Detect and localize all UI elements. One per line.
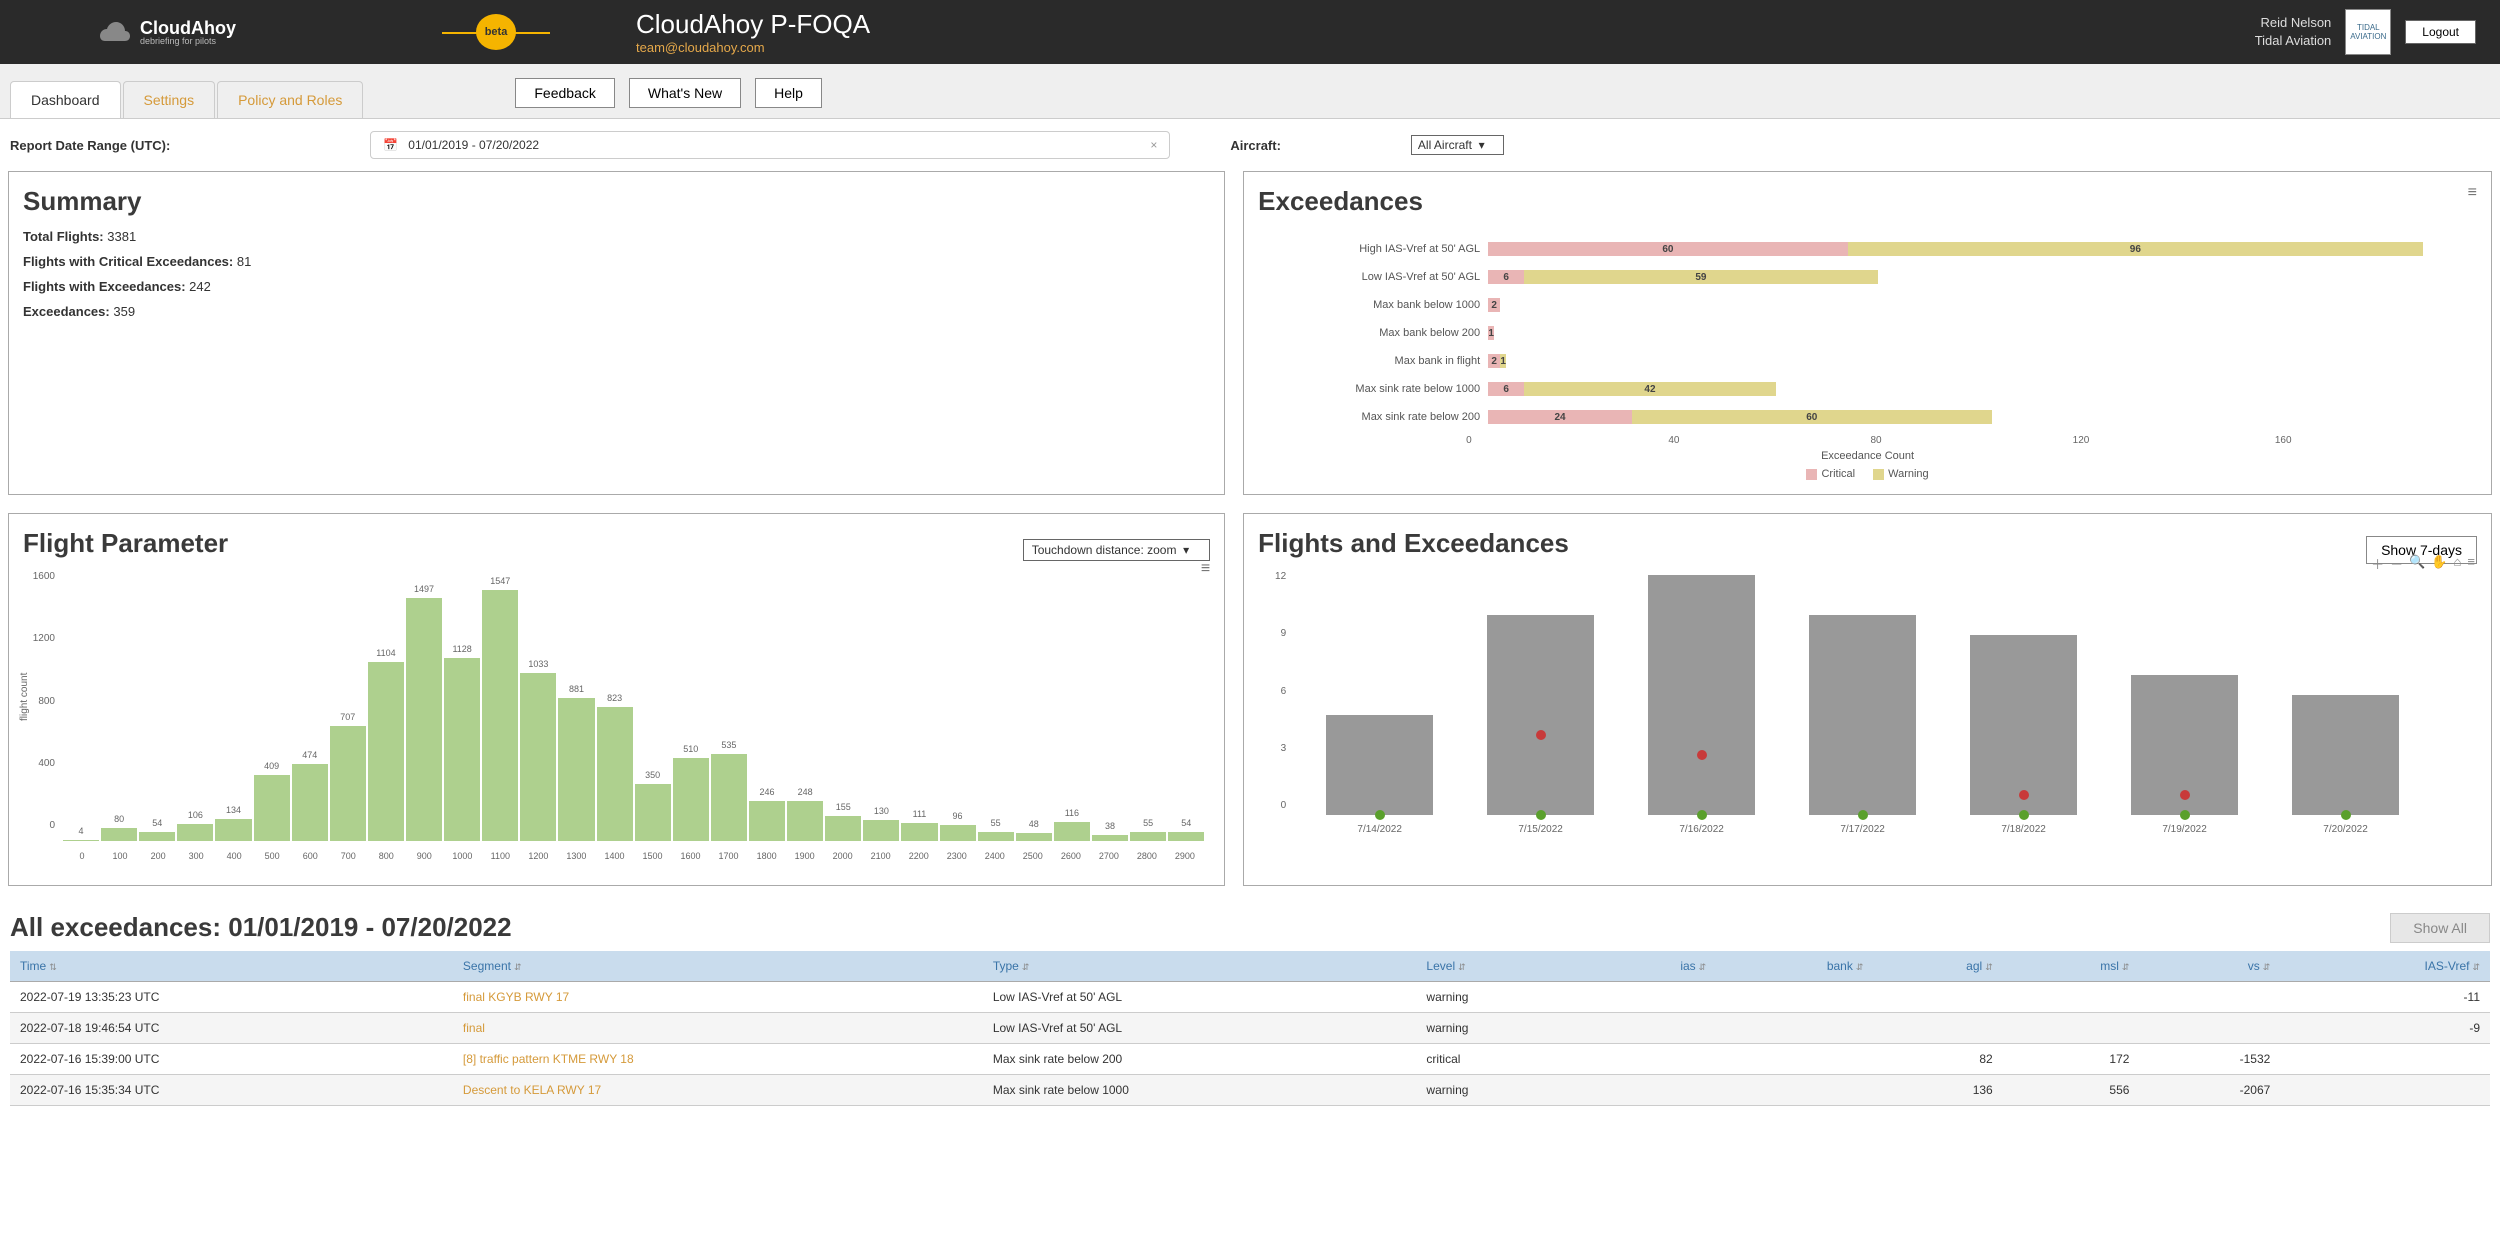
aircraft-select[interactable]: All Aircraft ▾ — [1411, 135, 1504, 155]
table-row[interactable]: 2022-07-16 15:35:34 UTCDescent to KELA R… — [10, 1075, 2490, 1106]
table-row[interactable]: 2022-07-16 15:39:00 UTC[8] traffic patte… — [10, 1044, 2490, 1075]
user-block: Reid Nelson Tidal Aviation — [2255, 14, 2332, 50]
exceedances-table: Time⇅ Segment⇵ Type⇵ Level⇵ ias⇵ bank⇵ a… — [10, 951, 2490, 1106]
tab-dashboard[interactable]: Dashboard — [10, 81, 121, 118]
col-time[interactable]: Time⇅ — [10, 951, 453, 982]
clear-date-icon[interactable]: × — [1150, 138, 1157, 152]
parameter-select[interactable]: Touchdown distance: zoom ▾ — [1023, 539, 1210, 561]
app-title-block: CloudAhoy P-FOQA team@cloudahoy.com — [636, 9, 870, 55]
col-level[interactable]: Level⇵ — [1416, 951, 1588, 982]
col-iasvref[interactable]: IAS-Vref⇵ — [2280, 951, 2490, 982]
flights-exceedances-panel: Flights and Exceedances Show 7-days ＋ － … — [1243, 513, 2492, 886]
col-type[interactable]: Type⇵ — [983, 951, 1417, 982]
panel-menu-icon[interactable]: ≡ — [2468, 184, 2477, 202]
topbar: CloudAhoy debriefing for pilots beta Clo… — [0, 0, 2500, 64]
flight-parameter-title: Flight Parameter — [23, 528, 228, 559]
col-agl[interactable]: agl⇵ — [1873, 951, 2002, 982]
table-row[interactable]: 2022-07-18 19:46:54 UTCfinalLow IAS-Vref… — [10, 1013, 2490, 1044]
partner-logo: TIDAL AVIATION — [2345, 9, 2391, 55]
help-button[interactable]: Help — [755, 78, 822, 108]
table-title: All exceedances: 01/01/2019 - 07/20/2022 — [10, 912, 512, 943]
flight-parameter-panel: Flight Parameter Touchdown distance: zoo… — [8, 513, 1225, 886]
feedback-button[interactable]: Feedback — [515, 78, 614, 108]
col-bank[interactable]: bank⇵ — [1716, 951, 1873, 982]
exceedances-table-section: All exceedances: 01/01/2019 - 07/20/2022… — [0, 904, 2500, 1126]
date-range-input[interactable]: 📅 01/01/2019 - 07/20/2022 × — [370, 131, 1170, 159]
beta-badge: beta — [476, 14, 516, 50]
col-msl[interactable]: msl⇵ — [2003, 951, 2140, 982]
brand-tagline: debriefing for pilots — [140, 37, 236, 46]
brand-logo[interactable]: CloudAhoy debriefing for pilots — [96, 14, 236, 50]
fe-chart: 129630 7/14/20227/15/20227/16/20227/17/2… — [1258, 571, 2477, 841]
col-segment[interactable]: Segment⇵ — [453, 951, 983, 982]
exceedances-title: Exceedances — [1258, 186, 2477, 217]
user-name: Reid Nelson — [2255, 14, 2332, 32]
exceed-axis-title: Exceedance Count — [1258, 450, 2477, 462]
date-range-value: 01/01/2019 - 07/20/2022 — [408, 138, 539, 152]
table-row[interactable]: 2022-07-19 13:35:23 UTCfinal KGYB RWY 17… — [10, 982, 2490, 1013]
summary-panel: Summary Total Flights: 3381 Flights with… — [8, 171, 1225, 495]
col-vs[interactable]: vs⇵ — [2139, 951, 2280, 982]
app-title: CloudAhoy P-FOQA — [636, 9, 870, 40]
tabbar: Dashboard Settings Policy and Roles Feed… — [0, 64, 2500, 119]
logout-button[interactable]: Logout — [2405, 20, 2476, 44]
histogram-chart: flight count 160012008004000 48054106134… — [23, 571, 1210, 871]
filter-bar: Report Date Range (UTC): 📅 01/01/2019 - … — [0, 119, 2500, 171]
user-org: Tidal Aviation — [2255, 32, 2332, 50]
calendar-icon: 📅 — [383, 138, 398, 152]
tab-settings[interactable]: Settings — [123, 81, 216, 118]
cloudahoy-icon — [96, 14, 132, 50]
col-ias[interactable]: ias⇵ — [1589, 951, 1716, 982]
show-all-button[interactable]: Show All — [2390, 913, 2490, 943]
tab-policy[interactable]: Policy and Roles — [217, 81, 363, 118]
whatsnew-button[interactable]: What's New — [629, 78, 741, 108]
flights-exceedances-title: Flights and Exceedances — [1258, 528, 1569, 559]
app-email[interactable]: team@cloudahoy.com — [636, 40, 870, 55]
brand-name: CloudAhoy — [140, 19, 236, 37]
aircraft-label: Aircraft: — [1230, 138, 1281, 153]
exceedances-panel: ≡ Exceedances High IAS-Vref at 50' AGL60… — [1243, 171, 2492, 495]
date-range-label: Report Date Range (UTC): — [10, 138, 170, 153]
summary-title: Summary — [23, 186, 1210, 217]
